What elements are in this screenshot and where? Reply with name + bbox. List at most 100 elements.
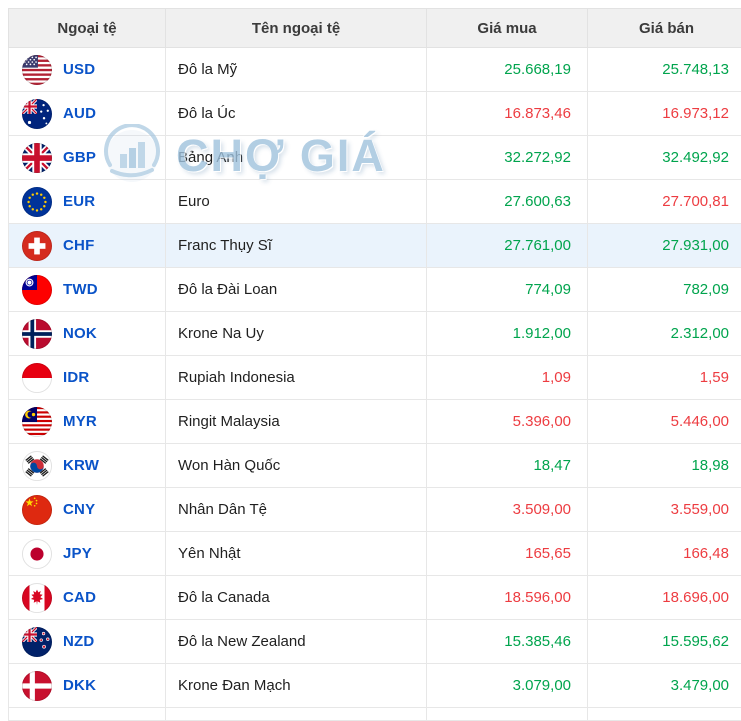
sell-price: 27.700,81 (588, 180, 741, 224)
sell-price: 16.973,12 (588, 92, 741, 136)
usa-flag-icon (22, 55, 52, 85)
buy-price: 3.079,00 (427, 664, 588, 708)
currency-name: Krone Na Uy (166, 312, 427, 356)
sell-price: 3.559,00 (588, 488, 741, 532)
eu-flag-icon (22, 187, 52, 217)
currency-cell: CNY (9, 488, 166, 532)
australia-flag-icon (22, 99, 52, 129)
buy-price: 3.509,00 (427, 488, 588, 532)
sell-price: 15.595,62 (588, 620, 741, 664)
currency-code: EUR (63, 193, 95, 210)
currency-name: Yên Nhật (166, 532, 427, 576)
buy-price: 18.596,00 (427, 576, 588, 620)
currency-code: CNY (63, 501, 95, 518)
currency-cell: GBP (9, 136, 166, 180)
malaysia-flag-icon (22, 407, 52, 437)
south-korea-flag-icon (22, 451, 52, 481)
currency-code: NOK (63, 325, 97, 342)
header-currency-name: Tên ngoại tệ (166, 9, 427, 48)
currency-code: KRW (63, 457, 99, 474)
currency-name: Won Hàn Quốc (166, 444, 427, 488)
currency-code: TWD (63, 281, 98, 298)
switzerland-flag-icon (22, 231, 52, 261)
currency-cell: CAD (9, 576, 166, 620)
buy-price: 165,65 (427, 532, 588, 576)
sell-price: 166,48 (588, 532, 741, 576)
uk-flag-icon (22, 143, 52, 173)
header-currency: Ngoại tệ (9, 9, 166, 48)
header-row: Ngoại tệ Tên ngoại tệ Giá mua Giá bán (9, 9, 741, 48)
currency-code: MYR (63, 413, 97, 430)
currency-name: Euro (166, 180, 427, 224)
taiwan-flag-icon (22, 275, 52, 305)
china-flag-icon (22, 495, 52, 525)
currency-code: DKK (63, 677, 96, 694)
sell-price: 18,98 (588, 444, 741, 488)
currency-name: Nhân Dân Tệ (166, 488, 427, 532)
canada-flag-icon (22, 583, 52, 613)
currency-name: Krone Đan Mạch (166, 664, 427, 708)
sell-price: 18.696,00 (588, 576, 741, 620)
norway-flag-icon (22, 319, 52, 349)
indonesia-flag-icon (22, 363, 52, 393)
currency-code: CHF (63, 237, 94, 254)
sell-price: 25.748,13 (588, 48, 741, 92)
buy-price: 18,47 (427, 444, 588, 488)
currency-code: USD (63, 61, 95, 78)
currency-code: NZD (63, 633, 94, 650)
currency-cell: KRW (9, 444, 166, 488)
partial-next-row (9, 708, 741, 721)
currency-code: JPY (63, 545, 92, 562)
exchange-rate-table: Ngoại tệ Tên ngoại tệ Giá mua Giá bán US… (8, 8, 741, 721)
denmark-flag-icon (22, 671, 52, 701)
currency-code: AUD (63, 105, 96, 122)
currency-cell: JPY (9, 532, 166, 576)
sell-price: 27.931,00 (588, 224, 741, 268)
currency-cell: TWD (9, 268, 166, 312)
currency-name: Ringit Malaysia (166, 400, 427, 444)
currency-code: CAD (63, 589, 96, 606)
currency-cell: USD (9, 48, 166, 92)
currency-code: IDR (63, 369, 89, 386)
table-header: Ngoại tệ Tên ngoại tệ Giá mua Giá bán (9, 9, 741, 48)
buy-price: 16.873,46 (427, 92, 588, 136)
currency-cell: CHF (9, 224, 166, 268)
header-buy-price: Giá mua (427, 9, 588, 48)
sell-price: 5.446,00 (588, 400, 741, 444)
buy-price: 15.385,46 (427, 620, 588, 664)
currency-name: Đô la Úc (166, 92, 427, 136)
new-zealand-flag-icon (22, 627, 52, 657)
currency-name: Bảng Anh (166, 136, 427, 180)
currency-cell: NOK (9, 312, 166, 356)
currency-name: Đô la Đài Loan (166, 268, 427, 312)
buy-price: 32.272,92 (427, 136, 588, 180)
currency-cell: NZD (9, 620, 166, 664)
header-sell-price: Giá bán (588, 9, 741, 48)
sell-price: 1,59 (588, 356, 741, 400)
buy-price: 1,09 (427, 356, 588, 400)
currency-name: Franc Thụy Sĩ (166, 224, 427, 268)
currency-cell: DKK (9, 664, 166, 708)
buy-price: 774,09 (427, 268, 588, 312)
buy-price: 1.912,00 (427, 312, 588, 356)
currency-code: GBP (63, 149, 96, 166)
japan-flag-icon (22, 539, 52, 569)
buy-price: 5.396,00 (427, 400, 588, 444)
